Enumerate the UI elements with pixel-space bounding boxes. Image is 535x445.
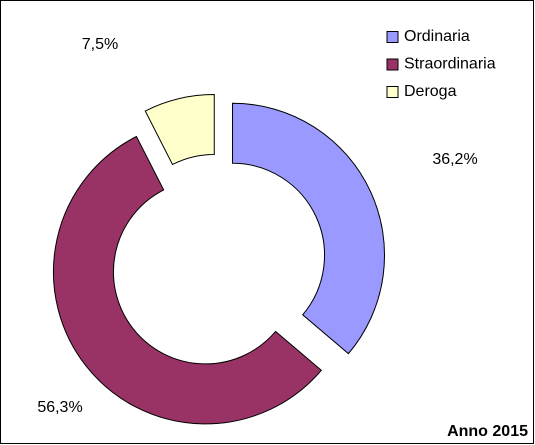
legend-swatch xyxy=(386,58,399,71)
value-label: 7,5% xyxy=(82,36,118,53)
legend-swatch xyxy=(386,31,399,43)
legend-label: Straordinaria xyxy=(404,56,496,73)
value-label: 36,2% xyxy=(432,151,477,168)
annotation: Anno 2015 xyxy=(447,423,528,440)
legend-label: Ordinaria xyxy=(404,28,470,45)
legend-swatch xyxy=(386,86,399,98)
donut-segment xyxy=(53,135,323,425)
legend-label: Deroga xyxy=(404,83,457,100)
donut-segment xyxy=(144,93,215,166)
donut-segment xyxy=(232,102,385,355)
value-label: 56,3% xyxy=(37,399,82,416)
